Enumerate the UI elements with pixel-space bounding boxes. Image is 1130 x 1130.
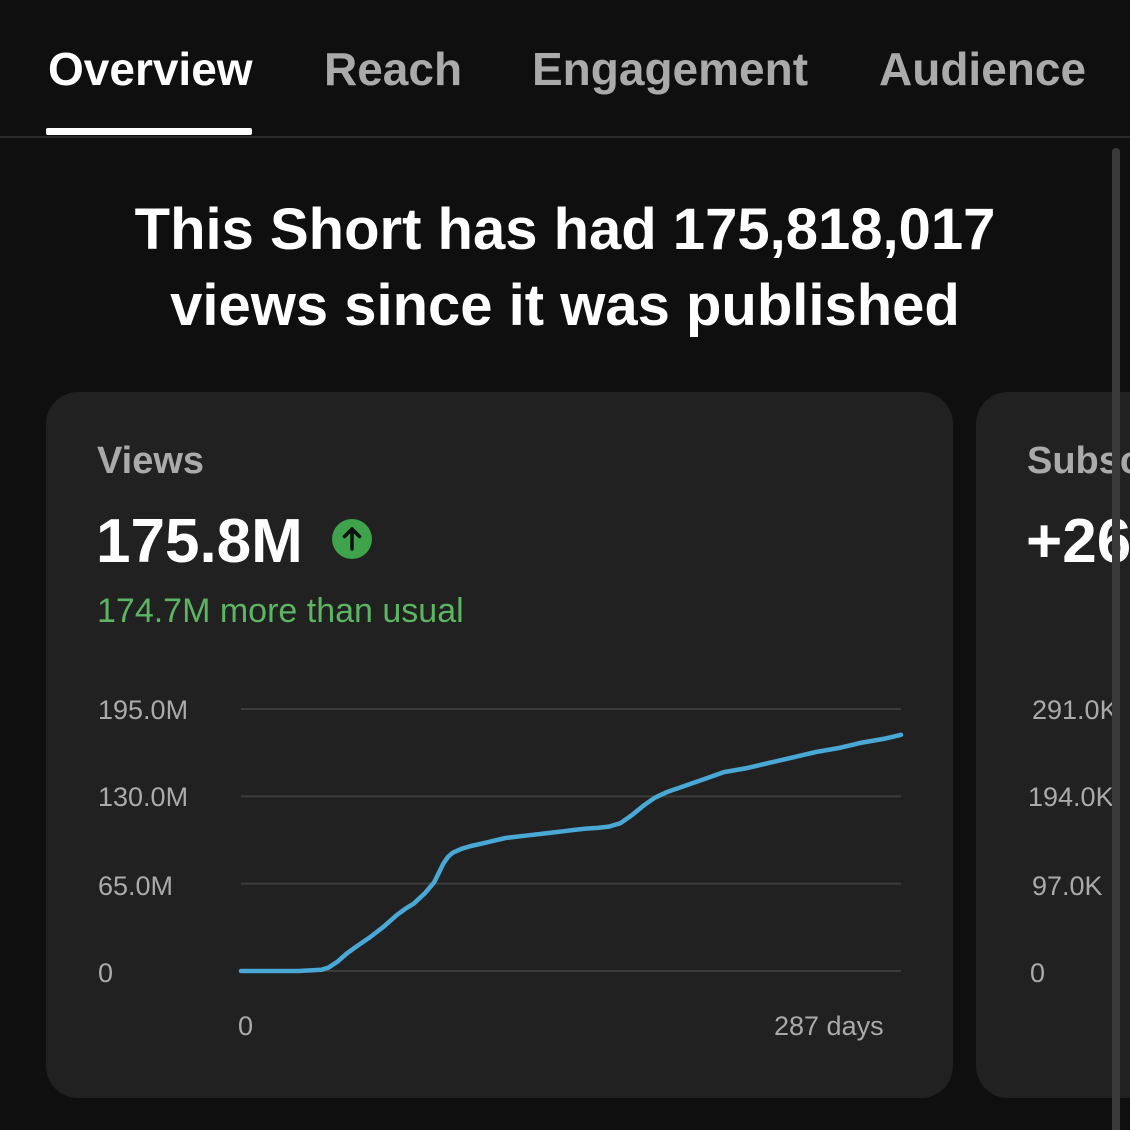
subscribers-card[interactable] <box>976 392 1130 1098</box>
scrollbar[interactable] <box>1112 148 1120 1130</box>
tab-reach[interactable]: Reach <box>324 43 463 95</box>
arrow-up-icon <box>332 519 372 559</box>
x-tick-label: 287 days <box>774 1011 884 1041</box>
y-tick-label: 130.0M <box>98 782 189 812</box>
y-tick-label: 97.0K <box>1032 871 1103 901</box>
views-delta: 174.7M more than usual <box>97 592 464 630</box>
y-tick-label: 291.0K <box>1032 695 1118 725</box>
page-headline: This Short has had 175,818,017 views sin… <box>0 192 1130 344</box>
tab-overview[interactable]: Overview <box>48 43 253 95</box>
headline-line-2: views since it was published <box>170 273 960 338</box>
y-tick-label: 194.0K <box>1028 782 1114 812</box>
y-tick-label: 0 <box>98 958 114 988</box>
y-tick-label: 195.0M <box>98 695 189 725</box>
active-tab-indicator <box>46 128 252 135</box>
views-label: Views <box>97 440 205 482</box>
y-tick-label: 65.0M <box>98 871 174 901</box>
tab-engagement[interactable]: Engagement <box>532 43 809 95</box>
headline-line-1: This Short has had 175,818,017 <box>134 197 996 262</box>
tab-audience[interactable]: Audience <box>879 43 1087 95</box>
views-card[interactable] <box>46 392 953 1098</box>
views-value: 175.8M <box>96 507 303 576</box>
x-tick-label: 0 <box>238 1011 254 1041</box>
y-tick-label: 0 <box>1030 958 1046 988</box>
tab-bar: Overview Reach Engagement Audience <box>0 0 1130 138</box>
